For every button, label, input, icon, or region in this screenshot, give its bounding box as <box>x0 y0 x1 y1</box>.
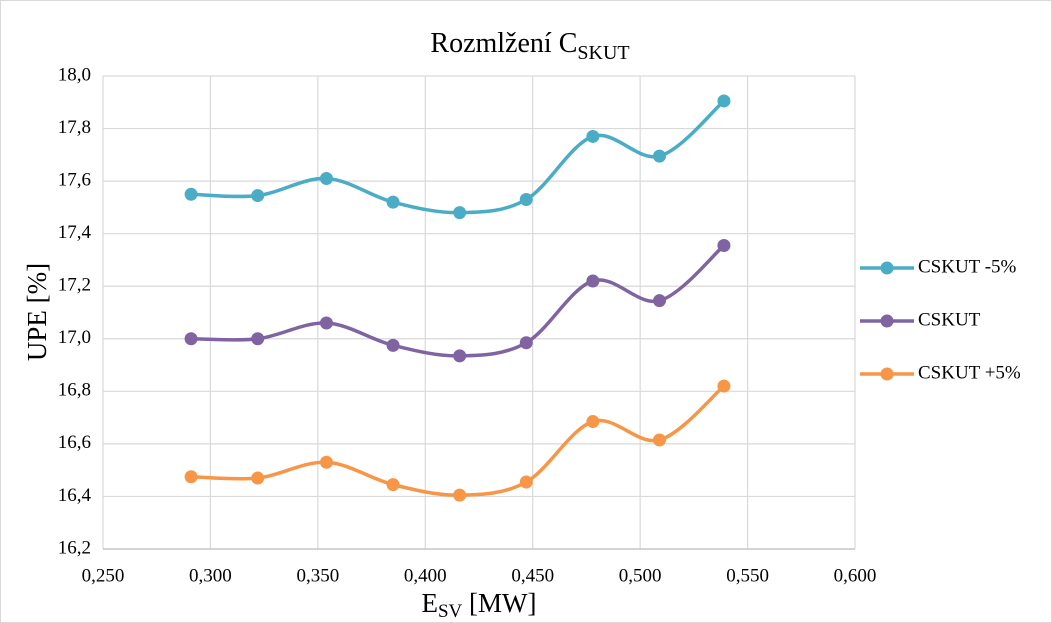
data-point <box>319 316 333 330</box>
x-tick-label: 0,550 <box>726 565 769 586</box>
x-tick-label: 0,250 <box>82 565 125 586</box>
data-point <box>251 471 265 485</box>
data-point <box>586 129 600 143</box>
data-point <box>586 415 600 429</box>
y-tick-label: 16,4 <box>58 485 92 506</box>
x-tick-label: 0,500 <box>619 565 662 586</box>
data-point <box>184 470 198 484</box>
data-point <box>319 455 333 469</box>
data-point <box>453 488 467 502</box>
y-tick-label: 18,0 <box>58 64 91 85</box>
data-point <box>717 379 731 393</box>
title-main: Rozmlžení C <box>430 28 577 59</box>
data-point <box>586 274 600 288</box>
data-point <box>386 478 400 492</box>
chart-title: Rozmlžení CSKUT <box>430 28 629 63</box>
data-point <box>717 238 731 252</box>
data-point <box>319 171 333 185</box>
y-tick-label: 17,8 <box>58 117 91 138</box>
data-point <box>652 433 666 447</box>
y-tick-label: 16,2 <box>58 537 91 558</box>
data-point <box>519 336 533 350</box>
legend-marker <box>880 314 894 328</box>
title-subscript: SKUT <box>577 42 629 64</box>
legend-marker <box>880 367 894 381</box>
data-point <box>519 193 533 207</box>
x-label-subscript: SV <box>438 601 463 622</box>
data-point <box>717 94 731 108</box>
data-point <box>453 206 467 220</box>
legend-label: CSKUT -5% <box>918 256 1017 277</box>
x-label-main: E <box>421 588 438 618</box>
data-point <box>453 349 467 363</box>
data-point <box>652 149 666 163</box>
x-tick-label: 0,450 <box>511 565 554 586</box>
y-tick-label: 17,4 <box>58 222 92 243</box>
x-label-unit: [MW] <box>462 588 536 618</box>
legend-label: CSKUT +5% <box>918 362 1021 383</box>
y-tick-label: 16,6 <box>58 432 91 453</box>
y-tick-label: 17,2 <box>58 275 91 296</box>
data-point <box>386 338 400 352</box>
legend-label: CSKUT <box>918 309 981 330</box>
y-tick-label: 16,8 <box>58 380 91 401</box>
x-tick-label: 0,400 <box>404 565 447 586</box>
data-point <box>386 195 400 209</box>
data-point <box>184 332 198 346</box>
y-tick-label: 17,6 <box>58 169 91 190</box>
y-axis-label: UPE [%] <box>22 263 52 361</box>
data-point <box>519 475 533 489</box>
data-point <box>251 189 265 203</box>
data-point <box>184 187 198 201</box>
x-tick-label: 0,350 <box>296 565 339 586</box>
x-tick-label: 0,300 <box>189 565 232 586</box>
legend-marker <box>880 261 894 275</box>
y-tick-label: 17,0 <box>58 327 91 348</box>
data-point <box>251 332 265 346</box>
data-point <box>652 294 666 308</box>
x-tick-label: 0,600 <box>834 565 877 586</box>
x-axis-label: ESV [MW] <box>421 588 536 622</box>
